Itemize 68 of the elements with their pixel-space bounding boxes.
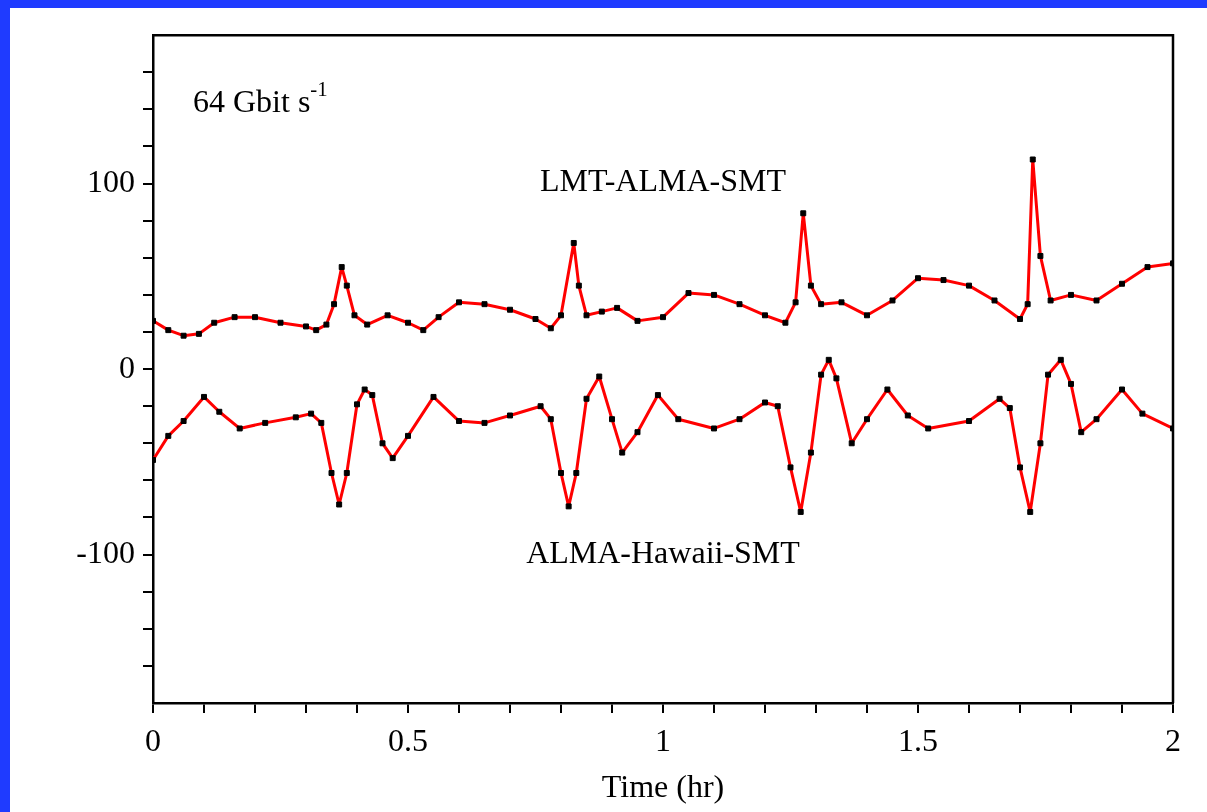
point — [180, 332, 187, 339]
point — [313, 327, 320, 334]
point — [323, 321, 330, 328]
point — [405, 319, 411, 326]
point — [800, 210, 807, 217]
point — [940, 277, 947, 284]
point — [711, 291, 717, 298]
x-tick-label: 1.5 — [898, 721, 938, 758]
x-tick-label: 0.5 — [388, 721, 428, 758]
point — [364, 321, 371, 328]
series-label: ALMA-Hawaii-SMT — [526, 534, 801, 571]
x-tick-label: 2 — [1165, 721, 1181, 758]
point — [277, 319, 284, 326]
point — [1144, 264, 1151, 271]
point — [966, 282, 972, 289]
point — [532, 316, 539, 322]
point — [252, 314, 258, 321]
point — [1093, 297, 1100, 304]
point — [614, 304, 621, 311]
point — [338, 264, 345, 271]
point — [583, 312, 590, 319]
x-tick-label: 1 — [655, 721, 671, 758]
point — [889, 297, 896, 304]
point — [762, 312, 768, 319]
point — [1037, 252, 1044, 259]
point — [211, 319, 218, 326]
point — [1119, 280, 1125, 287]
point — [231, 314, 238, 321]
y-tick-label: 0 — [119, 348, 135, 385]
point — [598, 308, 605, 315]
point — [420, 327, 427, 334]
point — [303, 323, 309, 330]
point — [558, 312, 564, 319]
point — [864, 312, 870, 319]
point — [507, 306, 513, 313]
point — [575, 282, 582, 289]
y-tick-label: 100 — [87, 163, 135, 200]
point — [435, 314, 442, 321]
point — [570, 239, 577, 246]
point — [456, 299, 462, 306]
point — [792, 299, 799, 306]
point — [343, 282, 350, 289]
point — [195, 330, 202, 337]
point — [915, 275, 921, 282]
point — [1017, 316, 1023, 322]
point — [1047, 297, 1054, 304]
x-axis-title: Time (hr) — [601, 768, 725, 805]
point — [818, 301, 825, 308]
point — [807, 282, 814, 289]
point — [660, 314, 666, 321]
point — [634, 317, 641, 324]
x-tick-label: 0 — [145, 721, 161, 758]
point — [481, 301, 488, 308]
point — [736, 301, 743, 308]
point — [384, 312, 391, 319]
point — [991, 297, 998, 304]
point — [1068, 291, 1074, 298]
series-label: LMT-ALMA-SMT — [540, 161, 787, 198]
point — [838, 299, 845, 306]
y-tick-label: -100 — [76, 534, 135, 571]
point — [547, 325, 554, 332]
point — [165, 327, 172, 334]
point — [351, 312, 358, 319]
point — [685, 290, 692, 297]
point — [1024, 301, 1031, 308]
point — [1029, 156, 1036, 163]
point — [782, 319, 789, 326]
point — [331, 301, 338, 308]
